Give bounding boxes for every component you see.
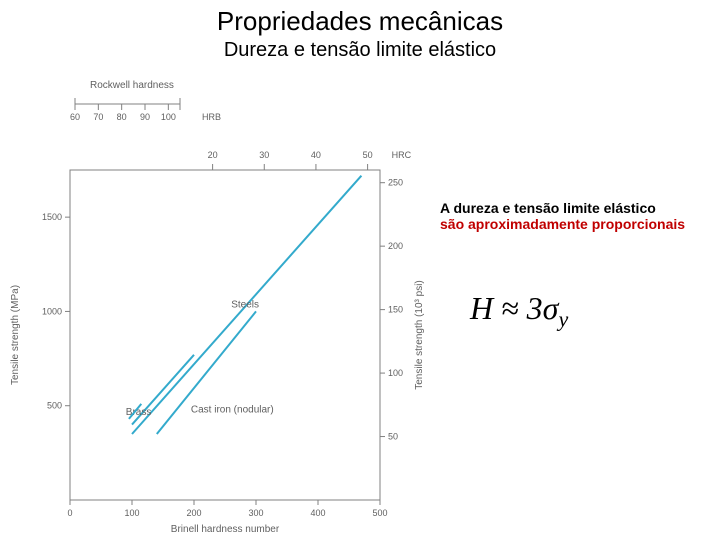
svg-text:70: 70 [93,112,103,122]
page-subtitle: Dureza e tensão limite elástico [0,37,720,62]
hardness-chart: Rockwell hardness 60 70 80 90 100 HRB 20 30 40 50 H… [0,70,430,540]
formula: H ≈ 3σy [470,290,568,332]
svg-text:Cast iron (nodular): Cast iron (nodular) [191,404,274,415]
svg-text:1500: 1500 [42,212,62,222]
svg-text:50: 50 [388,432,398,442]
annotation-line2: são aproximadamente proporcionais [440,216,710,232]
formula-sub: y [558,306,568,331]
svg-text:Brinell hardness number: Brinell hardness number [171,524,280,535]
svg-text:150: 150 [388,305,403,315]
svg-text:Tensile strength (10³ psi): Tensile strength (10³ psi) [414,280,425,390]
svg-text:30: 30 [259,150,269,160]
svg-text:200: 200 [186,508,201,518]
annotation-line1: A dureza e tensão limite elástico [440,200,710,216]
svg-text:1000: 1000 [42,306,62,316]
svg-text:40: 40 [311,150,321,160]
formula-rhs: 3σ [527,290,559,326]
svg-text:Steels: Steels [231,300,259,311]
svg-text:300: 300 [248,508,263,518]
svg-text:200: 200 [388,241,403,251]
svg-text:20: 20 [208,150,218,160]
svg-text:HRB: HRB [202,112,221,122]
formula-h: H [470,290,493,326]
svg-text:100: 100 [161,112,176,122]
svg-text:Rockwell hardness: Rockwell hardness [90,80,174,91]
svg-text:400: 400 [310,508,325,518]
svg-text:90: 90 [140,112,150,122]
svg-text:250: 250 [388,178,403,188]
annotation-block: A dureza e tensão limite elástico são ap… [440,200,710,232]
svg-text:100: 100 [124,508,139,518]
svg-text:100: 100 [388,368,403,378]
svg-text:500: 500 [372,508,387,518]
formula-approx: ≈ [501,290,527,326]
svg-text:500: 500 [47,401,62,411]
page-title: Propriedades mecânicas [0,0,720,37]
chart-svg: Rockwell hardness 60 70 80 90 100 HRB 20 30 40 50 H… [0,70,430,540]
svg-text:80: 80 [117,112,127,122]
svg-text:Tensile strength (MPa): Tensile strength (MPa) [10,285,21,385]
svg-text:HRC: HRC [392,150,412,160]
svg-text:60: 60 [70,112,80,122]
svg-text:50: 50 [363,150,373,160]
svg-text:0: 0 [67,508,72,518]
